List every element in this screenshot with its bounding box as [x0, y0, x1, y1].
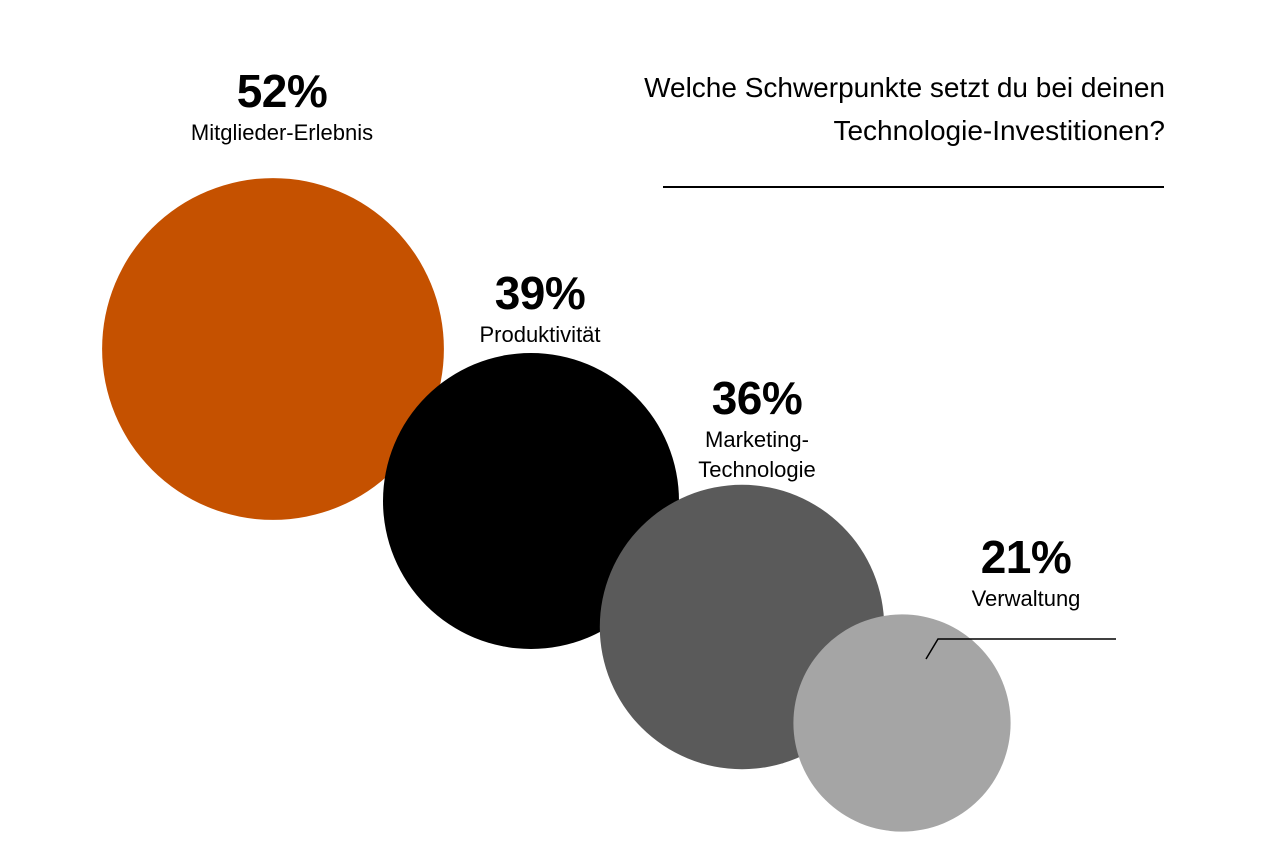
- bubble-label-mitglieder-erlebnis: 52% Mitglieder-Erlebnis: [142, 64, 422, 148]
- value-label-marketing-technologie: 36%: [711, 372, 803, 424]
- leader-line-verwaltung: [925, 638, 1116, 660]
- value-label-produktivitaet: 39%: [494, 267, 586, 319]
- value-label-mitglieder-erlebnis: 52%: [236, 65, 328, 117]
- bubble-mitglieder-erlebnis: [102, 178, 444, 520]
- bubble-label-verwaltung: 21% Verwaltung: [886, 530, 1166, 614]
- category-label-verwaltung: Verwaltung: [971, 586, 1081, 611]
- category-label-mitglieder-erlebnis: Mitglieder-Erlebnis: [190, 120, 374, 145]
- bubble-produktivitaet: [383, 353, 679, 649]
- value-label-verwaltung: 21%: [980, 531, 1072, 583]
- bubble-verwaltung: [793, 614, 1011, 832]
- bubble-label-marketing-technologie: 36% Marketing- Technologie: [617, 371, 897, 485]
- bubble-label-produktivitaet: 39% Produktivität: [400, 266, 680, 350]
- category-label-marketing-technologie: Marketing- Technologie: [698, 427, 816, 482]
- category-label-produktivitaet: Produktivität: [479, 322, 601, 347]
- chart-title: Welche Schwerpunkte setzt du bei deinen …: [644, 72, 1165, 146]
- title-divider: [663, 186, 1164, 188]
